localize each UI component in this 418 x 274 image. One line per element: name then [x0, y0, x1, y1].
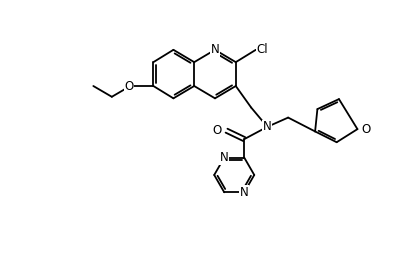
Text: N: N — [240, 186, 249, 199]
Text: Cl: Cl — [256, 43, 268, 56]
Text: N: N — [220, 151, 229, 164]
Text: N: N — [263, 120, 272, 133]
Text: O: O — [124, 79, 133, 93]
Text: O: O — [361, 123, 370, 136]
Text: N: N — [211, 43, 219, 56]
Text: O: O — [212, 124, 221, 137]
